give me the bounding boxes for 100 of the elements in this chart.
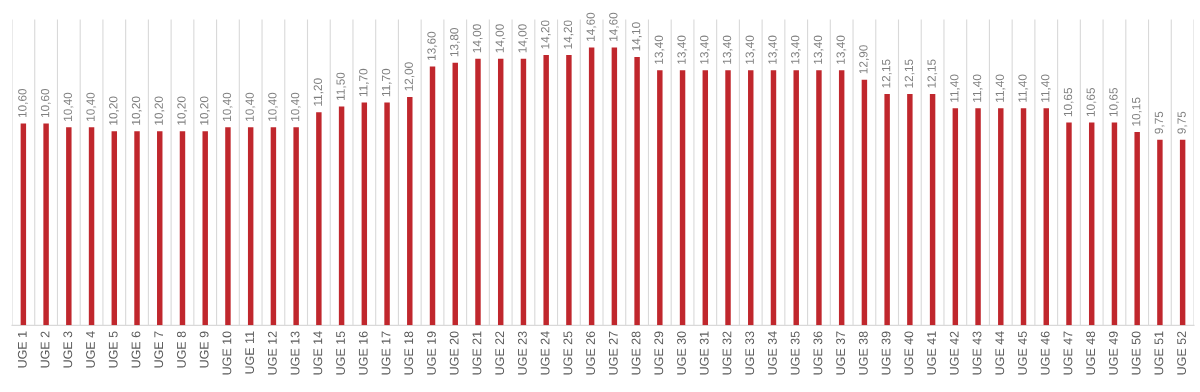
data-label: 13,40 [722,35,733,64]
data-label: 10,60 [40,88,51,118]
data-label: 10,40 [268,92,278,121]
x-tick-label: UGE 47 [1063,331,1073,375]
data-label: 9,75 [1154,111,1165,134]
data-label: 11,20 [313,78,324,106]
bar [679,70,686,326]
bar [452,62,458,326]
x-tick-label: UGE 6 [131,331,141,368]
bar [293,127,299,326]
data-label: 11,50 [336,72,347,100]
bar [179,131,186,326]
bar [20,123,27,326]
data-label: 13,60 [427,31,438,60]
data-label: 11,40 [950,74,960,102]
bar [111,131,118,326]
x-tick-label: UGE 10 [222,331,232,375]
x-tick-label: UGE 45 [1018,331,1027,375]
data-label: 12,90 [859,45,869,74]
bar [657,70,663,326]
bar [588,47,595,326]
x-tick-label: UGE 23 [517,331,527,375]
data-label: 9,75 [1177,111,1188,134]
bar [1088,122,1095,326]
data-label: 12,15 [881,59,892,88]
x-tick-label: UGE 24 [540,331,550,375]
x-tick-label: UGE 22 [495,331,505,375]
data-label: 13,40 [813,35,824,64]
bar [907,94,913,326]
bar [520,58,527,326]
x-tick-label: UGE 7 [154,331,164,368]
bar [748,70,754,326]
x-tick-label: UGE 46 [1040,331,1050,375]
data-label: 13,40 [791,35,801,64]
data-label: 10,20 [154,96,165,125]
bar [88,127,95,326]
x-tick-label: UGE 17 [381,331,391,375]
x-tick-label: UGE 4 [86,331,95,368]
data-label: 13,80 [450,27,460,57]
data-label: 11,40 [1018,74,1029,102]
bar [202,131,208,326]
bar [247,127,254,326]
bar [1020,108,1027,326]
data-label: 10,15 [1131,97,1142,126]
bar [1111,122,1118,326]
bar [998,108,1004,326]
bar [1043,108,1049,326]
data-label: 14,00 [495,24,506,53]
x-tick-label: UGE 35 [790,331,800,375]
data-label: 12,15 [927,59,938,88]
data-label: 13,40 [836,35,847,64]
bar [611,47,618,326]
bar [975,108,981,326]
x-tick-label: UGE 51 [1154,331,1164,375]
bar [861,79,868,326]
bar [338,106,345,326]
bar [838,70,845,326]
data-label: 14,00 [518,24,529,53]
bar [1134,132,1140,326]
x-tick-label: UGE 48 [1086,331,1096,375]
data-label: 12,15 [904,59,915,88]
x-tick-label: UGE 26 [586,331,595,375]
data-label: 14,20 [563,20,574,49]
data-label: 10,20 [200,96,210,125]
data-label: 14,20 [540,20,551,49]
bar [1066,122,1072,326]
x-tick-label: UGE 3 [63,331,73,368]
x-tick-label: UGE 2 [40,331,50,368]
x-tick-label: UGE 50 [1131,331,1141,375]
x-tick-label: UGE 14 [313,331,323,375]
bar [157,131,163,326]
data-label: 10,40 [86,92,97,121]
data-label: 14,00 [472,24,483,53]
bar [634,56,640,326]
x-tick-label: UGE 25 [563,331,573,375]
bar [361,102,368,326]
x-tick-label: UGE 19 [427,331,436,375]
bar [66,127,72,326]
bar [384,102,390,326]
data-label: 13,40 [677,35,688,64]
x-tick-label: UGE 29 [654,331,664,375]
bar [43,123,49,326]
x-tick-label: UGE 8 [176,331,186,368]
x-tick-label: UGE 39 [881,331,891,375]
bar [793,70,799,326]
data-label: 14,10 [631,22,642,51]
x-tick-label: UGE 37 [836,331,846,375]
x-tick-label: UGE 27 [608,331,618,375]
bar [225,127,231,326]
x-tick-label: UGE 5 [108,331,118,368]
data-label: 11,40 [972,74,983,102]
bar [702,70,709,326]
x-tick-label: UGE 41 [927,331,936,375]
bar [475,58,481,326]
data-label: 10,40 [245,92,256,121]
data-label: 11,40 [1041,74,1051,102]
x-tick-label: UGE 18 [404,331,414,375]
data-label: 10,40 [290,92,301,121]
bar [1157,139,1163,326]
data-label: 10,20 [131,96,142,125]
